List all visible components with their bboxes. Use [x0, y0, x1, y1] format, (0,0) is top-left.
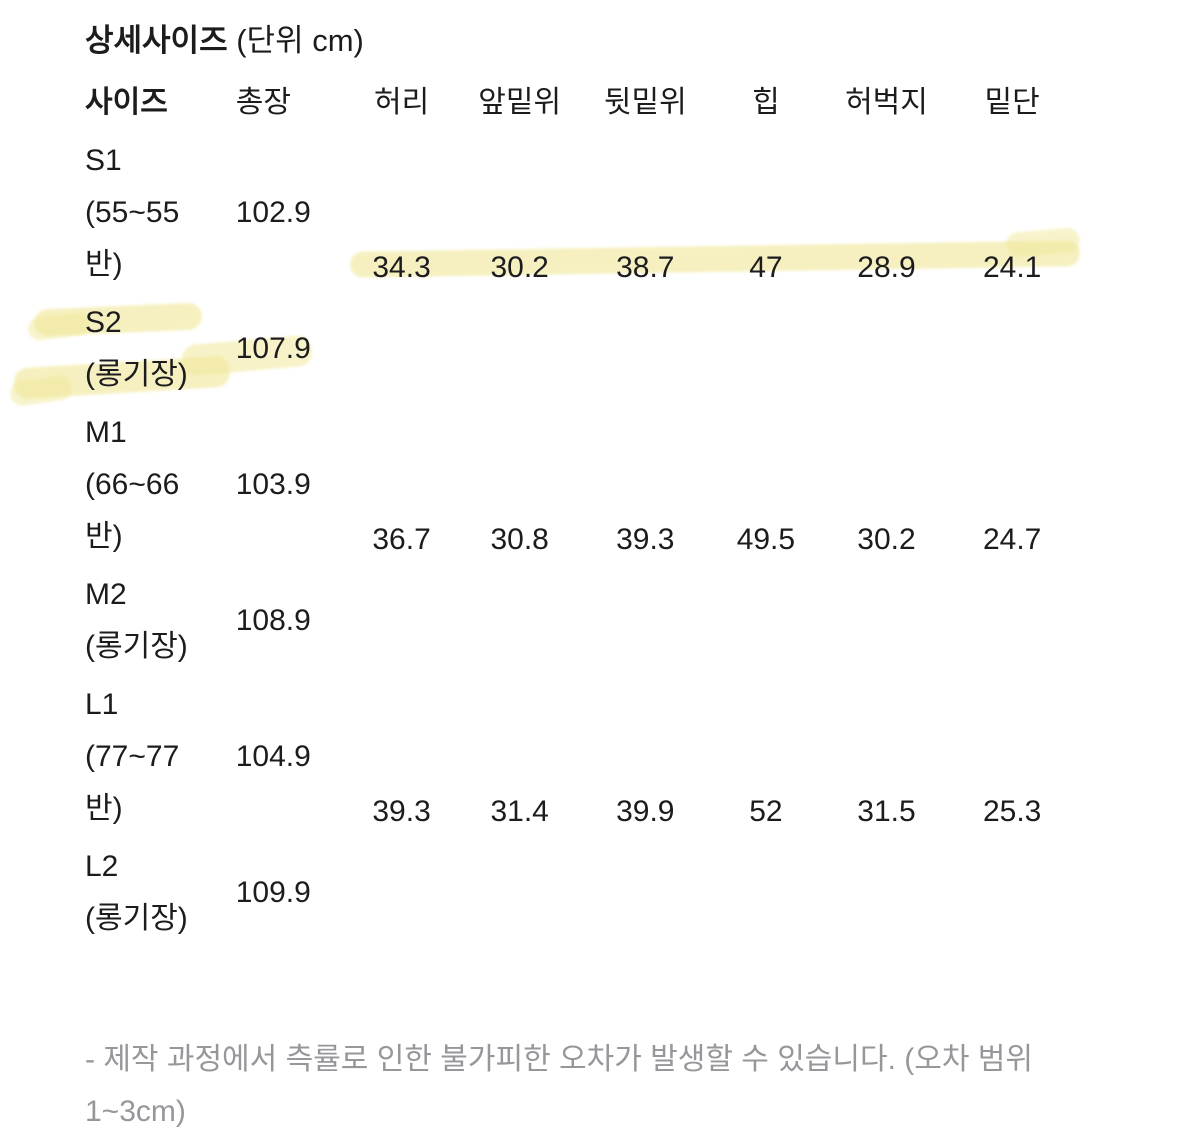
size-table: 사이즈 총장 허리 앞밑위 뒷밑위 힙 허벅지 밑단 S1 (55~55 반) … — [85, 74, 1075, 948]
hem-m: 24.7 — [982, 523, 1042, 556]
table-row-l1: L1 (77~77 반) 104.9 39.3 31.4 39.9 52 31.… — [85, 676, 1075, 838]
total-length-s2: 107.9 — [235, 332, 311, 365]
table-header-row: 사이즈 총장 허리 앞밑위 뒷밑위 힙 허벅지 밑단 — [85, 74, 1075, 132]
total-length-l2: 109.9 — [235, 876, 311, 909]
table-row-s1: S1 (55~55 반) 102.9 34.3 30.2 38.7 47 28.… — [85, 132, 1075, 294]
column-header-total-length: 총장 — [235, 86, 291, 119]
waist-l: 39.3 — [372, 795, 431, 828]
title-unit-label: (단위 cm) — [236, 23, 364, 58]
column-header-size: 사이즈 — [85, 86, 168, 119]
hip-l: 52 — [749, 795, 783, 828]
thigh-s: 28.9 — [857, 251, 916, 284]
back-rise-l: 39.9 — [616, 795, 675, 828]
size-label-s1: S1 (55~55 반) — [85, 144, 180, 281]
highlight-stroke-s2-label-start — [26, 311, 92, 342]
thigh-l: 31.5 — [857, 795, 916, 828]
size-label-m1: M1 (66~66 반) — [85, 416, 180, 553]
column-header-front-rise: 앞밑위 — [478, 86, 562, 119]
total-length-s1: 102.9 — [235, 196, 311, 229]
waist-m: 36.7 — [372, 523, 431, 556]
column-header-hem: 밑단 — [984, 86, 1040, 119]
size-label-l2: L2 (롱기장) — [85, 850, 188, 935]
hem-s: 24.1 — [982, 251, 1042, 284]
back-rise-s: 38.7 — [616, 251, 675, 284]
total-length-l1: 104.9 — [235, 740, 311, 773]
hip-s: 47 — [749, 251, 783, 284]
column-header-thigh: 허벅지 — [845, 86, 928, 119]
front-rise-s: 30.2 — [490, 251, 549, 284]
total-length-m1: 103.9 — [235, 468, 311, 501]
table-row-m1: M1 (66~66 반) 103.9 36.7 30.8 39.3 49.5 3… — [85, 404, 1075, 566]
hip-m: 49.5 — [736, 523, 796, 556]
waist-s: 34.3 — [372, 251, 431, 284]
size-label-m2: M2 (롱기장) — [85, 578, 188, 663]
size-label-s2: S2 (롱기장) — [85, 306, 188, 391]
front-rise-l: 31.4 — [490, 795, 549, 828]
tolerance-note: - 제작 과정에서 측률로 인한 불가피한 오차가 발생할 수 있습니다. (오… — [85, 1043, 1033, 1128]
thigh-m: 30.2 — [857, 523, 916, 556]
column-header-waist: 허리 — [373, 86, 430, 119]
size-label-l1: L1 (77~77 반) — [85, 688, 180, 825]
back-rise-m: 39.3 — [616, 523, 675, 556]
hem-l: 25.3 — [982, 795, 1042, 828]
title-text: 상세사이즈 — [85, 23, 228, 58]
page-title: 상세사이즈 (단위 cm) — [85, 20, 1138, 62]
column-header-back-rise: 뒷밑위 — [603, 86, 687, 119]
highlight-stroke-long-length-label-start — [8, 373, 74, 408]
table-row-l2: L2 (롱기장) 109.9 — [85, 838, 1075, 948]
table-row-m2: M2 (롱기장) 108.9 — [85, 566, 1075, 676]
front-rise-m: 30.8 — [490, 523, 549, 556]
column-header-hip: 힙 — [752, 86, 780, 119]
total-length-m2: 108.9 — [235, 604, 311, 637]
